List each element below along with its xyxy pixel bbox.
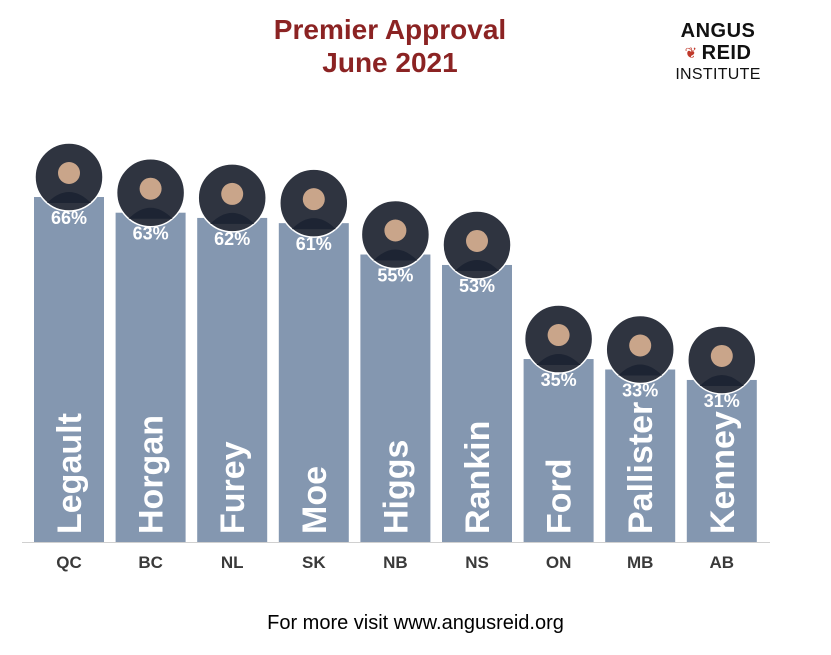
footer-link-text: For more visit www.angusreid.org (267, 612, 564, 634)
premier-name-nl: Furey (214, 441, 252, 534)
portrait-suit-icon (47, 192, 91, 204)
portrait-face-icon (710, 344, 733, 367)
chart-title-line2: June 2021 (322, 47, 458, 78)
value-label-on: 35% (541, 370, 577, 390)
chart-title-line1: Premier Approval (273, 14, 507, 45)
logo-line3: INSTITUTE (675, 66, 761, 83)
portrait-suit-icon (373, 249, 418, 261)
portrait-face-icon (547, 324, 570, 347)
value-label-qc: 66% (51, 208, 87, 228)
category-label-nl: NL (221, 553, 244, 572)
value-label-sk: 61% (296, 234, 332, 254)
bar-on (523, 359, 594, 542)
portrait-suit-icon (291, 218, 336, 230)
category-label-ab: AB (710, 553, 735, 572)
portrait-face-icon (629, 334, 652, 357)
value-label-ns: 53% (459, 276, 495, 296)
bar-ab (686, 379, 757, 542)
premier-name-ab: Kenney (704, 411, 742, 534)
portrait-face-icon (58, 162, 80, 185)
portrait-suit-icon (618, 364, 663, 376)
logo-line1: ANGUS (680, 20, 756, 42)
category-label-qc: QC (56, 553, 82, 572)
portrait-suit-icon (536, 354, 581, 366)
portrait-suit-icon (128, 207, 173, 219)
category-label-bc: BC (138, 553, 163, 572)
portrait-suit-icon (210, 212, 255, 224)
bar-mb (605, 369, 676, 542)
value-label-mb: 33% (622, 381, 658, 401)
value-label-ab: 31% (704, 391, 740, 411)
angus-reid-logo: ANGUS ❦ REID INSTITUTE (668, 20, 768, 85)
category-label-on: ON (546, 553, 572, 572)
maple-leaf-icon: ❦ (684, 45, 698, 62)
category-label-mb: MB (627, 553, 653, 572)
premier-name-bc: Horgan (133, 415, 171, 534)
bar-ns (442, 264, 512, 542)
premier-name-ns: Rankin (459, 421, 497, 534)
premier-name-on: Ford (541, 458, 579, 534)
value-label-bc: 63% (133, 224, 169, 244)
category-label-ns: NS (465, 553, 489, 572)
premier-name-qc: Legault (51, 413, 89, 534)
bar-sk (278, 223, 349, 542)
logo-line2: REID (701, 42, 752, 64)
bar-qc (34, 197, 104, 542)
portrait-suit-icon (699, 374, 744, 386)
logo-line2-wrap: ❦ REID (668, 42, 768, 65)
value-label-nb: 55% (377, 266, 413, 286)
premier-name-nb: Higgs (377, 440, 415, 534)
category-label-nb: NB (383, 553, 408, 572)
bar-bc (115, 212, 186, 542)
category-label-sk: SK (302, 553, 326, 572)
premier-name-sk: Moe (296, 466, 334, 534)
portrait-face-icon (221, 182, 244, 205)
premier-name-mb: Pallister (622, 402, 660, 534)
portrait-face-icon (384, 219, 407, 242)
portrait-suit-icon (455, 259, 499, 271)
portrait-face-icon (302, 188, 325, 211)
bar-nl (197, 217, 268, 542)
portrait-face-icon (139, 177, 162, 200)
value-label-nl: 62% (214, 229, 250, 249)
bar-nb (360, 254, 431, 542)
premier-approval-chart: 66% Legault QC 63% Horgan BC 62% Furey NL 61% Moe S… (22, 142, 770, 572)
portrait-face-icon (466, 229, 488, 252)
